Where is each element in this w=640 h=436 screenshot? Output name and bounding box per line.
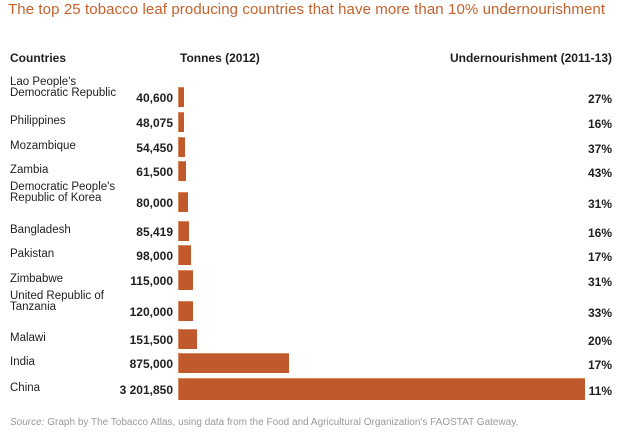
- chart-row: Zimbabwe 115,000 31%: [0, 269, 640, 291]
- undernourishment-value-label: 31%: [587, 275, 612, 289]
- undernourishment-value-label: 31%: [587, 197, 612, 211]
- tonnes-value-label: 3 201,850: [119, 383, 173, 397]
- bar: [178, 137, 185, 157]
- tonnes-value-label: 98,000: [136, 249, 173, 263]
- undernourishment-value-label: 17%: [587, 358, 612, 372]
- source-note: Source: Graph by The Tobacco Atlas, usin…: [10, 417, 518, 428]
- undernourishment-value-label: 27%: [587, 92, 612, 106]
- undernourishment-value-label: 43%: [587, 166, 612, 180]
- chart-row: China 3 201,850 11%: [0, 378, 640, 400]
- bar: [178, 245, 191, 265]
- bar: [178, 378, 585, 400]
- chart-row: India 875,000 17%: [0, 352, 640, 374]
- chart-row: Zambia 61,500 43%: [0, 160, 640, 182]
- tonnes-value-label: 115,000: [130, 274, 173, 288]
- chart-row: United Republic of Tanzania 120,000 33%: [0, 290, 640, 322]
- source-label: Source:: [10, 417, 45, 428]
- column-header-undernourishment: Undernourishment (2011-13): [449, 51, 612, 65]
- country-label: Malawi: [10, 332, 46, 344]
- country-label: India: [10, 356, 35, 368]
- undernourishment-value-label: 11%: [588, 384, 612, 398]
- chart-row: Pakistan 98,000 17%: [0, 244, 640, 266]
- bar: [178, 112, 185, 132]
- tonnes-value-label: 61,500: [136, 165, 173, 179]
- chart-title: The top 25 tobacco leaf producing countr…: [8, 1, 606, 18]
- undernourishment-value-label: 37%: [587, 142, 612, 156]
- column-header-countries: Countries: [10, 51, 67, 65]
- tonnes-value-label: 80,000: [136, 196, 173, 210]
- undernourishment-value-label: 17%: [587, 250, 612, 264]
- undernourishment-value-label: 20%: [587, 334, 612, 348]
- undernourishment-value-label: 16%: [587, 117, 612, 131]
- chart-row: Lao People's Democratic Republic 40,600 27…: [0, 76, 640, 108]
- undernourishment-value-label: 33%: [587, 306, 612, 320]
- tonnes-value-label: 40,600: [136, 91, 173, 105]
- country-label: Philippines: [10, 115, 66, 127]
- bar: [178, 87, 184, 107]
- tonnes-value-label: 151,500: [129, 333, 173, 347]
- tonnes-value-label: 48,075: [136, 116, 173, 130]
- country-label: Mozambique: [10, 140, 76, 152]
- country-label: Pakistan: [10, 248, 55, 260]
- chart-row: Malawi 151,500 20%: [0, 328, 640, 350]
- chart-row: Democratic People's Republic of Korea 80,…: [0, 181, 640, 213]
- tonnes-value-label: 54,450: [136, 141, 173, 155]
- country-label: Zimbabwe: [10, 273, 64, 285]
- country-label: Lao People's Democratic Republic: [10, 76, 117, 99]
- country-label: United Republic of Tanzania: [10, 290, 104, 313]
- bar: [178, 329, 198, 349]
- tonnes-value-label: 875,000: [129, 357, 173, 371]
- chart-row: Bangladesh 85,419 16%: [0, 220, 640, 242]
- bar: [178, 192, 189, 212]
- tonnes-value-label: 120,000: [129, 305, 173, 319]
- tonnes-value-label: 85,419: [136, 225, 173, 239]
- bar: [178, 301, 194, 321]
- source-text: Graph by The Tobacco Atlas, using data f…: [47, 417, 519, 428]
- country-label: Democratic People's Republic of Korea: [10, 181, 116, 204]
- column-header-tonnes: Tonnes (2012): [180, 51, 260, 65]
- country-label: Zambia: [10, 164, 49, 176]
- country-label: China: [10, 382, 41, 394]
- bar: [178, 161, 186, 181]
- chart-row: Philippines 48,075 16%: [0, 111, 640, 133]
- chart-row: Mozambique 54,450 37%: [0, 136, 640, 158]
- bar: [178, 270, 193, 290]
- bar: [178, 221, 189, 241]
- country-label: Bangladesh: [10, 224, 71, 236]
- undernourishment-value-label: 16%: [587, 226, 612, 240]
- bar: [178, 353, 290, 373]
